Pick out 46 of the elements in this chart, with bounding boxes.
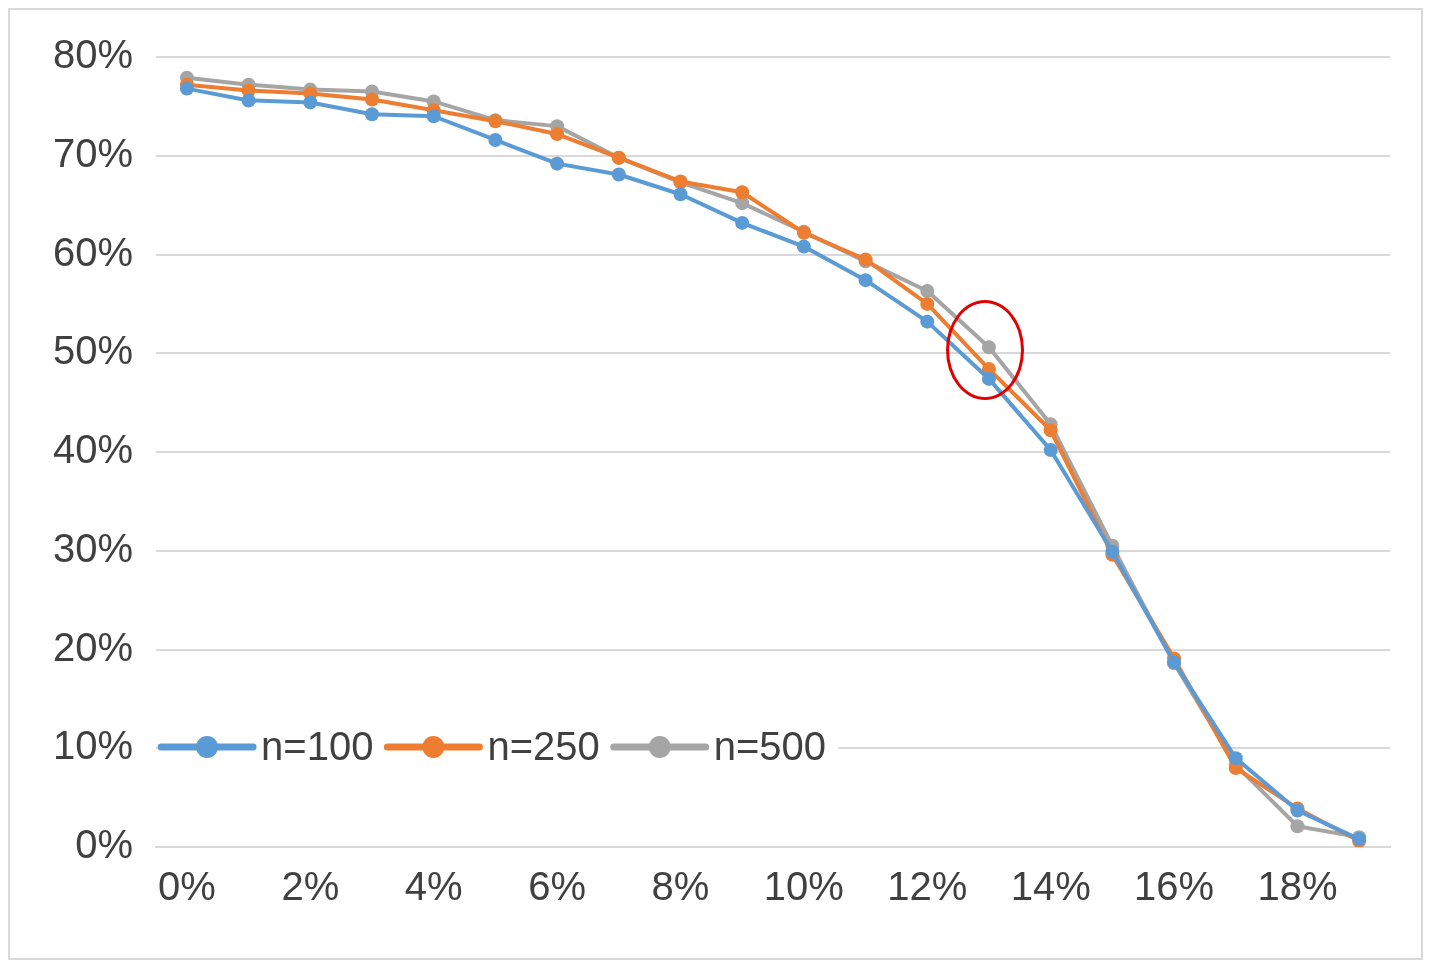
point <box>1228 751 1243 766</box>
x-tick-label: 8% <box>651 864 710 909</box>
y-tick-label: 0% <box>75 822 134 867</box>
point <box>241 93 256 108</box>
x-tick-label: 14% <box>1010 864 1091 909</box>
x-tick-label: 16% <box>1134 864 1215 909</box>
point <box>920 296 935 311</box>
point <box>673 187 688 202</box>
legend-label: n=100 <box>261 724 374 769</box>
point <box>1043 443 1058 458</box>
x-tick-label: 4% <box>404 864 463 909</box>
x-tick-label: 12% <box>887 864 968 909</box>
point <box>735 185 750 200</box>
y-tick-label: 50% <box>53 328 134 373</box>
y-tick-label: 60% <box>53 229 134 274</box>
point <box>550 156 565 171</box>
point <box>920 314 935 329</box>
y-tick-label: 70% <box>53 130 134 175</box>
x-tick-label: 2% <box>281 864 340 909</box>
y-tick-label: 30% <box>53 525 134 570</box>
point <box>611 167 626 182</box>
y-tick-label: 40% <box>53 427 134 472</box>
y-tick-label: 10% <box>53 723 134 768</box>
point <box>920 284 935 299</box>
point <box>981 340 996 355</box>
point <box>365 92 379 107</box>
point <box>981 371 996 386</box>
y-tick-label: 80% <box>53 32 134 77</box>
point <box>735 215 750 230</box>
point <box>303 95 318 110</box>
y-tick-label: 20% <box>53 624 134 669</box>
point <box>550 127 565 142</box>
x-tick-label: 0% <box>158 864 216 909</box>
point <box>488 132 503 147</box>
point <box>179 81 194 96</box>
point <box>1290 819 1305 834</box>
legend-label: n=250 <box>487 724 600 769</box>
legend-label: n=500 <box>713 724 827 769</box>
x-tick-label: 10% <box>763 864 844 909</box>
point <box>796 239 811 254</box>
point <box>858 273 873 288</box>
x-tick-label: 18% <box>1257 864 1338 909</box>
x-tick-label: 6% <box>528 864 586 909</box>
point <box>365 107 379 122</box>
point <box>426 109 441 124</box>
point <box>1043 423 1058 438</box>
